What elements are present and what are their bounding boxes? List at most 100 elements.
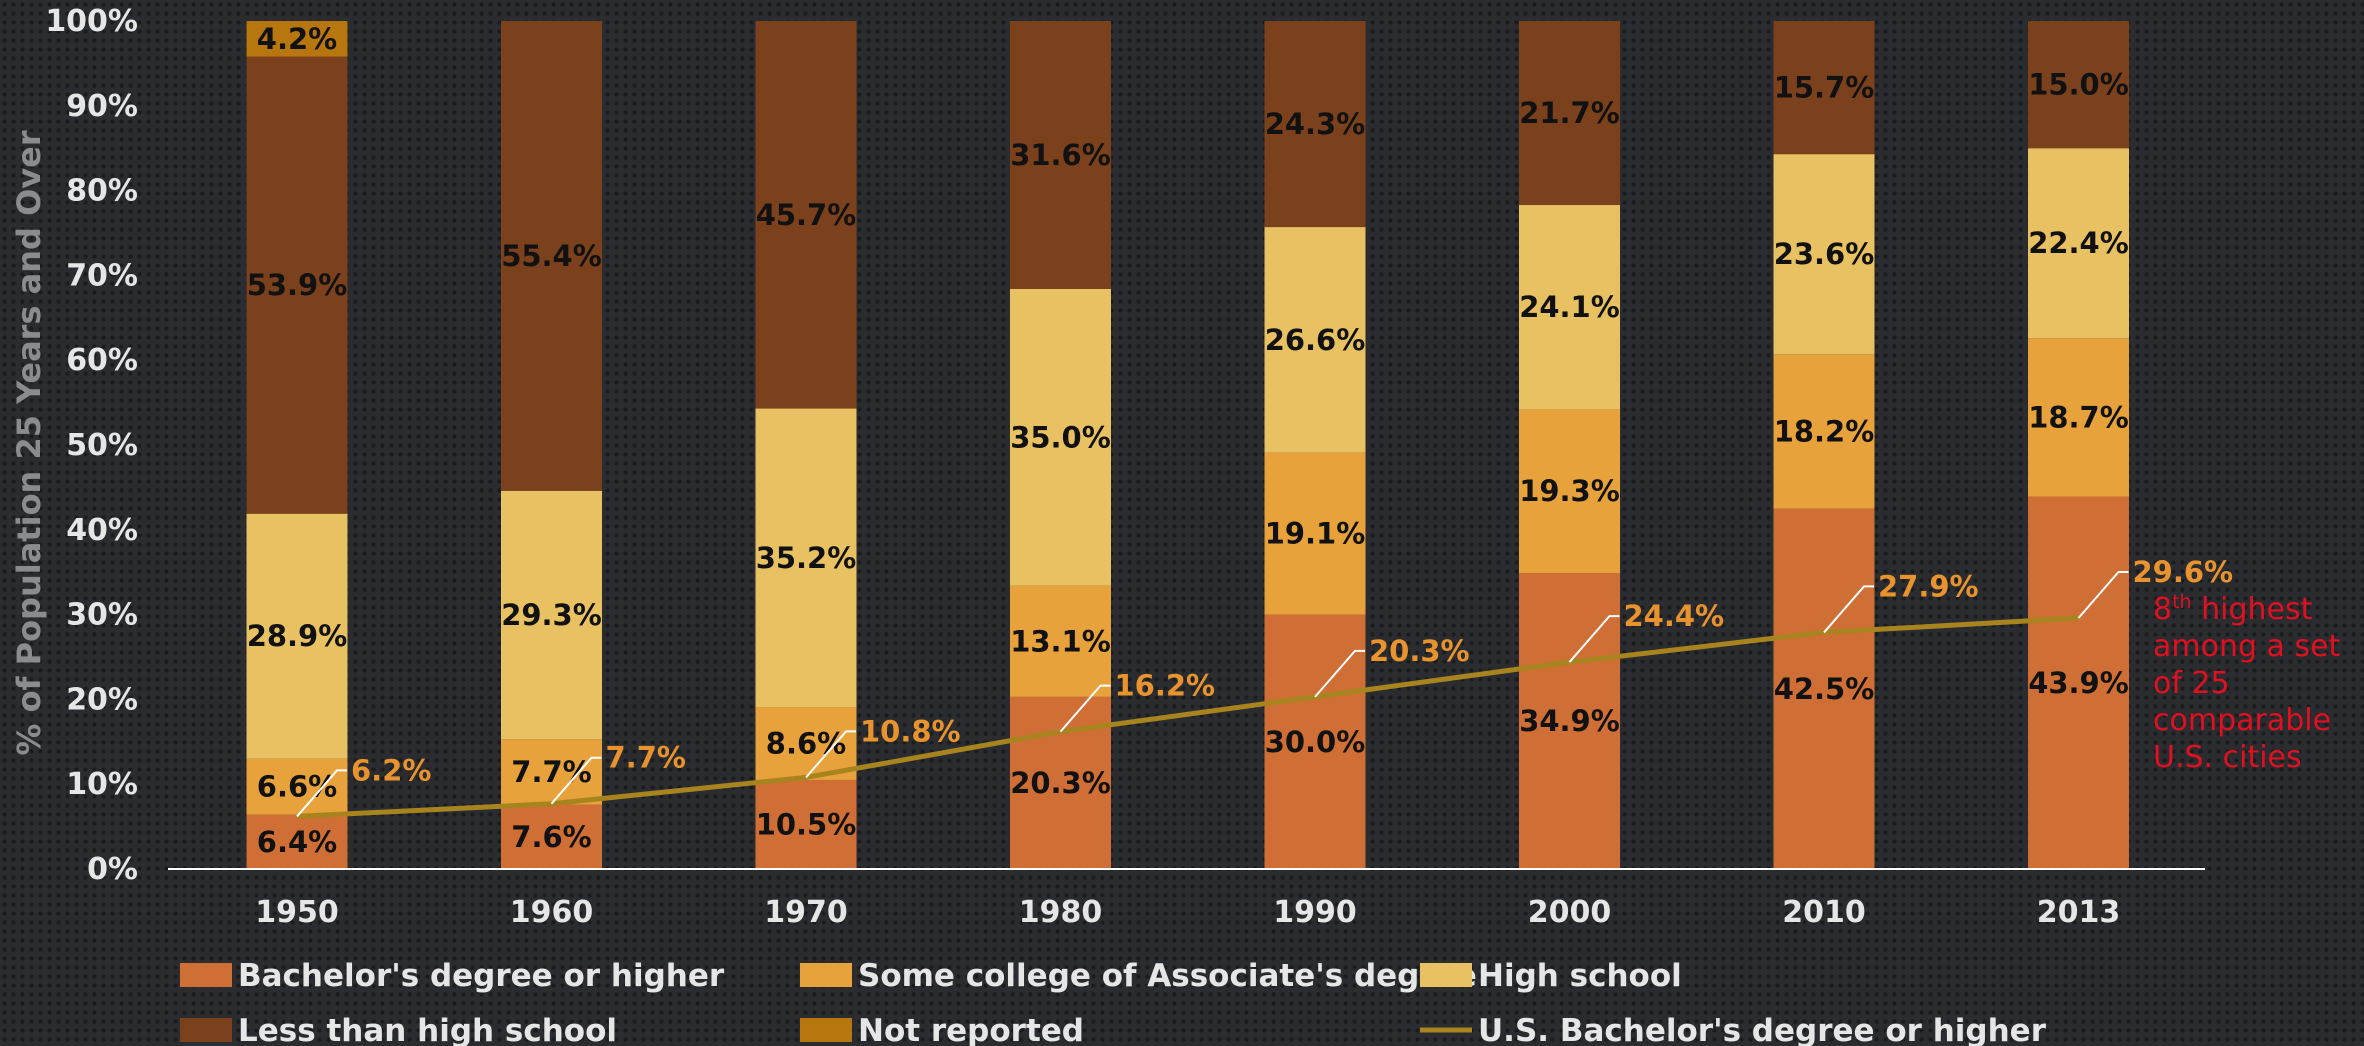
line-point-leader — [1568, 615, 1620, 663]
annotation-line: U.S. cities — [2153, 740, 2302, 775]
bar-segment — [1519, 21, 1620, 206]
line-point-label: 10.8% — [860, 714, 961, 748]
bar-segment — [755, 21, 857, 409]
legend-swatch — [180, 963, 232, 987]
bar-segment — [755, 779, 857, 869]
segment-label: 4.2% — [257, 22, 337, 56]
line-point-label: 24.4% — [1624, 599, 1725, 633]
bar-segment — [246, 21, 348, 57]
legend-label: U.S. Bachelor's degree or higher — [1478, 1013, 2047, 1046]
segment-label: 55.4% — [501, 239, 602, 273]
segment-label: 35.2% — [756, 541, 857, 575]
bar-segment — [501, 21, 602, 491]
annotation-line: of 25 — [2153, 666, 2230, 701]
bar-segment — [2028, 496, 2129, 869]
y-axis-ticks: 0% 10% 20% 30% 40% 50% 60% 70% 80% 90% 100% — [45, 4, 138, 887]
segment-label: 23.6% — [1774, 237, 1875, 271]
bar-segment — [246, 814, 348, 869]
bar-segment — [1773, 354, 1875, 509]
line-path — [296, 615, 2079, 819]
line-point-label: 27.9% — [1878, 569, 1979, 603]
bar-segment — [501, 804, 602, 869]
segment-label: 35.0% — [1010, 420, 1111, 454]
segment-label: 43.9% — [2028, 666, 2129, 700]
x-tick-label: 2013 — [2037, 895, 2121, 930]
segment-label: 7.6% — [511, 820, 591, 854]
segment-label: 19.3% — [1519, 474, 1620, 508]
y-tick-label: 10% — [66, 767, 138, 802]
segment-label: 45.7% — [756, 198, 857, 232]
legend-label: Less than high school — [238, 1013, 617, 1046]
bar-segment — [501, 739, 602, 805]
bar-segment — [246, 758, 348, 815]
bar-segment — [2028, 21, 2129, 149]
line-point-leader — [1314, 649, 1365, 698]
segment-label: 13.1% — [1010, 624, 1111, 658]
bar-segment — [1773, 508, 1875, 869]
bar-segment — [1010, 288, 1111, 586]
bars: 6.4% 6.6% 28.9% 53.9% 4.2% 7.6% 7.7% 29.3% 55.4%… — [246, 21, 2129, 869]
bar-segment — [1264, 227, 1366, 453]
x-tick-label: 1970 — [764, 895, 848, 930]
y-tick-label: 90% — [66, 89, 138, 124]
bar-segment — [1010, 585, 1111, 697]
annotation-line: 8th highest — [2153, 591, 2313, 627]
segment-label: 31.6% — [1010, 138, 1111, 172]
y-tick-label: 50% — [66, 428, 138, 463]
x-tick-label: 2010 — [1782, 895, 1866, 930]
line-point-leader — [2077, 570, 2129, 619]
line-point-label: 7.7% — [606, 741, 686, 775]
x-tick-label: 1950 — [255, 895, 339, 930]
segment-label: 24.1% — [1519, 290, 1620, 324]
segment-label: 34.9% — [1519, 704, 1620, 738]
bar-segment — [1264, 452, 1366, 615]
us-bachelor-line: 6.2% 7.7% 10.8% 16.2% 20.3% 24.4% 27.9% 29.6% — [296, 555, 2234, 819]
line-point-label: 20.3% — [1369, 634, 1470, 668]
bar-segment — [1519, 205, 1620, 410]
legend-label: Not reported — [858, 1013, 1084, 1046]
bar-segment — [1010, 21, 1111, 289]
bar-segment — [1519, 409, 1620, 574]
segment-label: 30.0% — [1265, 725, 1366, 759]
x-axis-ticks: 1950 1960 1970 1980 1990 2000 2010 2013 — [255, 895, 2120, 930]
segment-label: 18.2% — [1774, 414, 1875, 448]
y-tick-label: 20% — [66, 682, 138, 717]
bar-segment — [2028, 338, 2129, 497]
x-tick-label: 2000 — [1528, 895, 1612, 930]
segment-label: 15.7% — [1774, 71, 1875, 105]
line-point-label: 29.6% — [2133, 555, 2234, 589]
line-point-leader — [805, 730, 856, 779]
annotation-line: among a set — [2153, 629, 2341, 664]
legend-swatch — [800, 1018, 852, 1042]
segment-label: 6.6% — [257, 770, 337, 804]
segment-label: 15.0% — [2028, 68, 2129, 102]
y-tick-label: 100% — [45, 4, 138, 39]
y-tick-label: 60% — [66, 343, 138, 378]
y-tick-label: 70% — [66, 258, 138, 293]
annotation-prefix: 8 — [2153, 592, 2172, 627]
segment-label: 6.4% — [257, 825, 337, 859]
bar-segment — [2028, 148, 2129, 339]
y-tick-label: 30% — [66, 598, 138, 633]
segment-label: 20.3% — [1010, 766, 1111, 800]
segment-label: 18.7% — [2028, 400, 2129, 434]
legend: Bachelor's degree or higher Some college … — [180, 958, 2047, 1046]
bar-segment — [755, 408, 857, 708]
x-tick-label: 1990 — [1273, 895, 1357, 930]
y-tick-label: 80% — [66, 174, 138, 209]
y-tick-label: 40% — [66, 513, 138, 548]
bar-segment — [1773, 21, 1875, 155]
line-point-leader — [1823, 585, 1874, 634]
y-tick-label: 0% — [87, 852, 138, 887]
segment-label: 22.4% — [2028, 226, 2129, 260]
segment-label: 42.5% — [1774, 672, 1875, 706]
y-axis-label: % of Population 25 Years and Over — [10, 130, 48, 755]
segment-label: 28.9% — [247, 619, 348, 653]
line-point-leader — [296, 769, 347, 818]
legend-swatch — [800, 963, 852, 987]
line-point-label: 6.2% — [351, 753, 431, 787]
bar-segment — [501, 490, 602, 740]
bar-segment — [246, 513, 348, 759]
legend-swatch — [1420, 963, 1472, 987]
